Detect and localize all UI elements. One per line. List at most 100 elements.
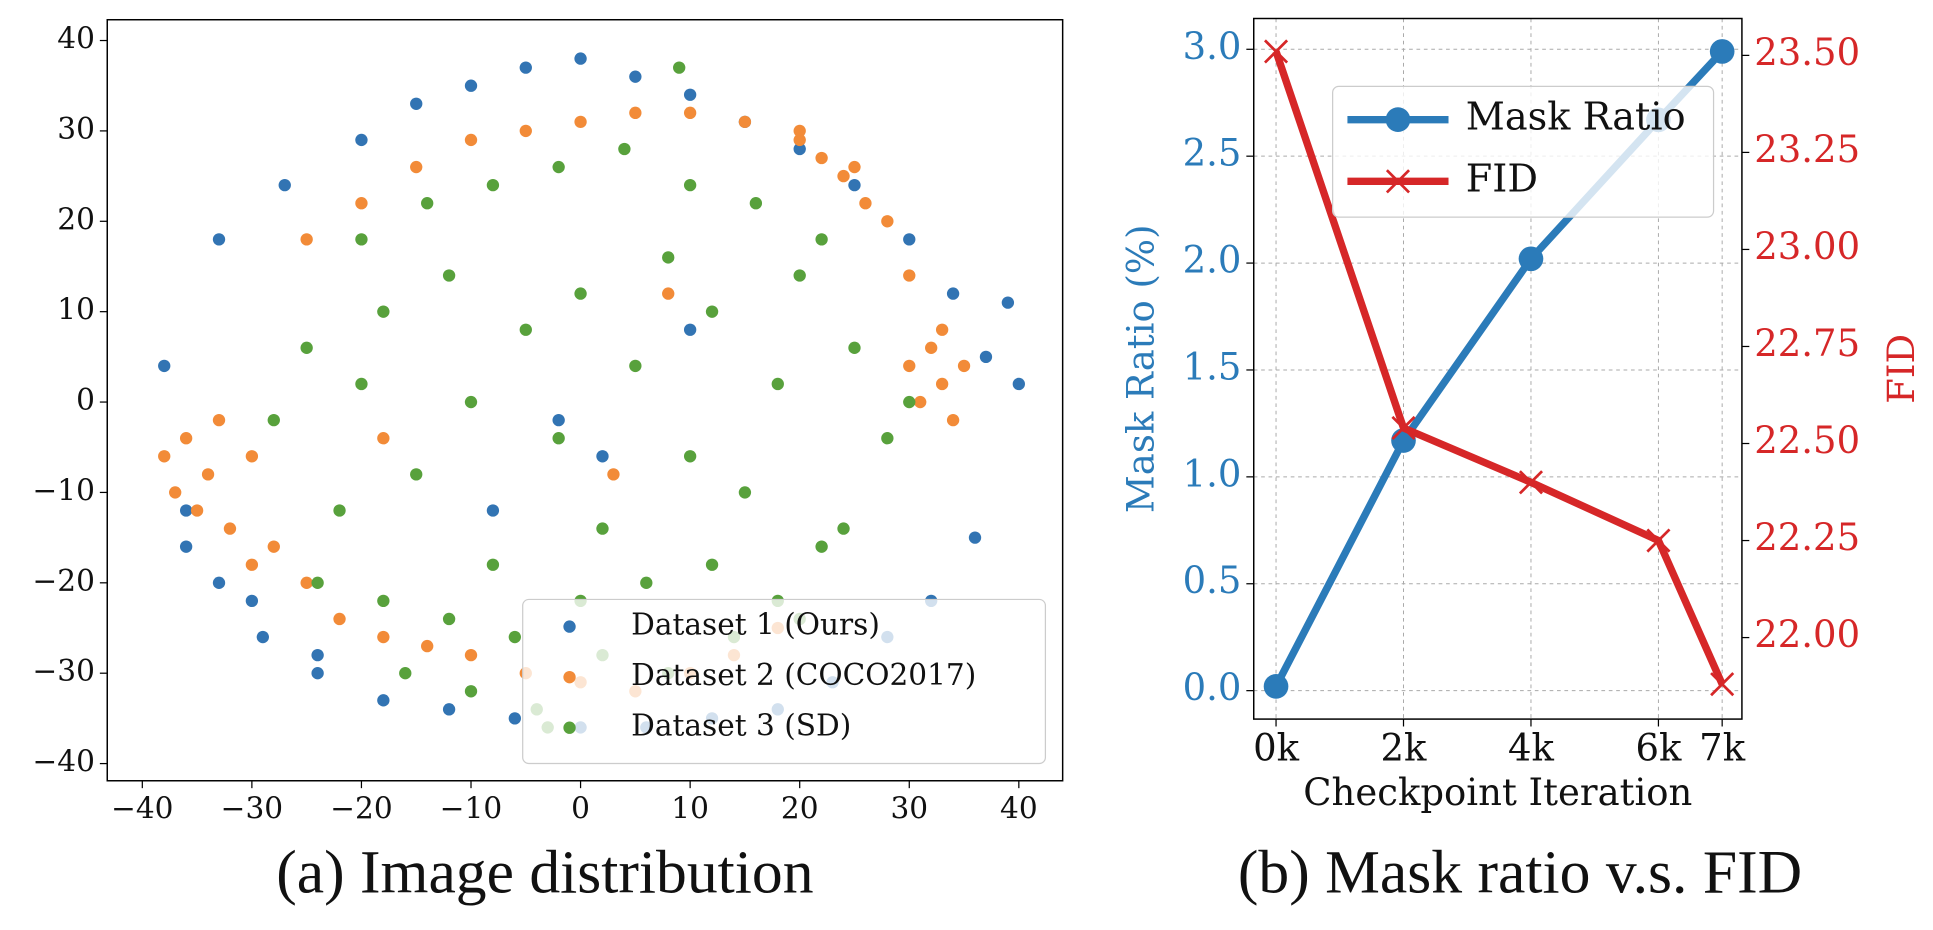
scatter-point: [256, 630, 269, 644]
scatter-point: [618, 142, 631, 156]
y-tick-label: 3.0: [1183, 25, 1242, 68]
y2-tick-label: 23.25: [1754, 128, 1860, 171]
scatter-point: [848, 341, 861, 354]
scatter-point: [508, 630, 521, 644]
scatter-point: [179, 504, 193, 517]
scatter-point: [486, 504, 500, 517]
legend: Mask Ratio FID: [1332, 85, 1715, 218]
scatter-point: [607, 468, 620, 481]
line-marker: [1385, 107, 1411, 132]
y2-tick-label: 23.50: [1754, 31, 1860, 74]
scatter-point: [158, 450, 171, 463]
scatter-point: [640, 576, 653, 589]
scatter-point: [201, 468, 215, 481]
scatter-point: [179, 432, 193, 445]
y-tick-label: 0: [76, 383, 95, 417]
y2-tick-label: 23.00: [1754, 225, 1860, 268]
scatter-point: [355, 377, 368, 391]
y-axis-label: Mask Ratio (%): [1120, 224, 1163, 513]
y-tick-label: 1.0: [1183, 452, 1242, 495]
y-tick-label: 0.0: [1183, 666, 1242, 709]
scatter-point: [486, 178, 500, 192]
scatter-point: [190, 504, 204, 517]
scatter-point: [311, 667, 324, 680]
axes-frame: [106, 18, 1064, 782]
scatter-point: [442, 269, 456, 282]
legend-label: Dataset 3 (SD): [631, 709, 851, 743]
scatter-point: [683, 450, 697, 463]
scatter-point: [662, 287, 675, 300]
scatter-point: [464, 395, 478, 409]
scatter-point: [442, 612, 456, 626]
scatter-point: [903, 359, 916, 373]
y-tick-label: 10: [57, 293, 95, 327]
x-tick-label: −40: [111, 791, 173, 825]
scatter-point: [399, 667, 412, 680]
scatter-point: [300, 576, 313, 589]
subplot-caption: (a) Image distribution: [276, 838, 813, 906]
scatter-point: [464, 685, 478, 698]
scatter-point: [749, 197, 763, 210]
scatter-point: [245, 558, 259, 571]
scatter-point: [946, 287, 960, 300]
scatter-point: [267, 540, 280, 553]
scatter-point: [705, 305, 719, 318]
scatter-point: [311, 576, 324, 589]
y-tick-label: −30: [33, 654, 95, 688]
scatter-point: [300, 341, 313, 354]
scatter-point: [859, 197, 872, 210]
scatter-point: [464, 79, 478, 92]
x-tick-label: −30: [221, 791, 283, 825]
scatter-point: [793, 269, 806, 282]
scatter-point: [793, 142, 806, 156]
scatter-point: [552, 432, 565, 445]
legend-label: Mask Ratio: [1466, 96, 1686, 140]
x-tick-label: 10: [671, 791, 709, 825]
scatter-point: [914, 395, 927, 409]
scatter-point: [519, 124, 532, 138]
scatter-point: [1012, 377, 1025, 391]
x-tick-label: 2k: [1381, 727, 1428, 770]
scatter-point: [837, 522, 850, 535]
x-tick-label: 30: [890, 791, 928, 825]
y-tick-label: 1.5: [1183, 345, 1242, 388]
scatter-point: [179, 540, 193, 553]
scatter-point: [442, 703, 456, 716]
scatter-point: [1001, 296, 1015, 309]
y-tick-label: −10: [33, 473, 95, 507]
scatter-point: [421, 639, 434, 653]
scatter-point: [158, 359, 171, 373]
scatter-point: [629, 70, 642, 83]
legend-label: Dataset 2 (COCO2017): [631, 658, 976, 692]
scatter-point: [519, 61, 532, 74]
scatter-point: [355, 233, 368, 246]
subplot-caption: (b) Mask ratio v.s. FID: [1238, 838, 1802, 906]
y-tick-label: 30: [57, 112, 95, 146]
x-tick-label: 20: [781, 791, 819, 825]
scatter-point: [245, 594, 259, 608]
scatter-point: [848, 178, 861, 192]
scatter-point: [738, 486, 752, 499]
scatter-point: [815, 233, 828, 246]
axes-frame: [1252, 17, 1743, 720]
scatter-point: [662, 251, 675, 264]
scatter-point: [629, 359, 642, 373]
scatter-point: [212, 413, 226, 427]
scatter-point: [464, 133, 478, 147]
line-marker: [1518, 246, 1544, 272]
scatter-point: [169, 486, 182, 499]
y-tick-label: 2.5: [1183, 132, 1242, 175]
scatter-point: [552, 160, 565, 174]
scatter-point: [903, 395, 916, 409]
scatter-point: [793, 133, 806, 147]
line-marker: [1385, 169, 1411, 194]
line-marker: [1263, 674, 1289, 699]
scatter-point: [574, 52, 587, 65]
scatter-point: [903, 233, 916, 246]
x-axis-label: Checkpoint Iteration: [1303, 771, 1692, 814]
scatter-point: [979, 350, 993, 364]
scatter-point: [355, 197, 368, 210]
legend: Dataset 1 (Ours) Dataset 2 (COCO2017) Data…: [522, 598, 1047, 765]
x-tick-label: 4k: [1508, 727, 1555, 770]
legend-marker: [563, 721, 576, 734]
